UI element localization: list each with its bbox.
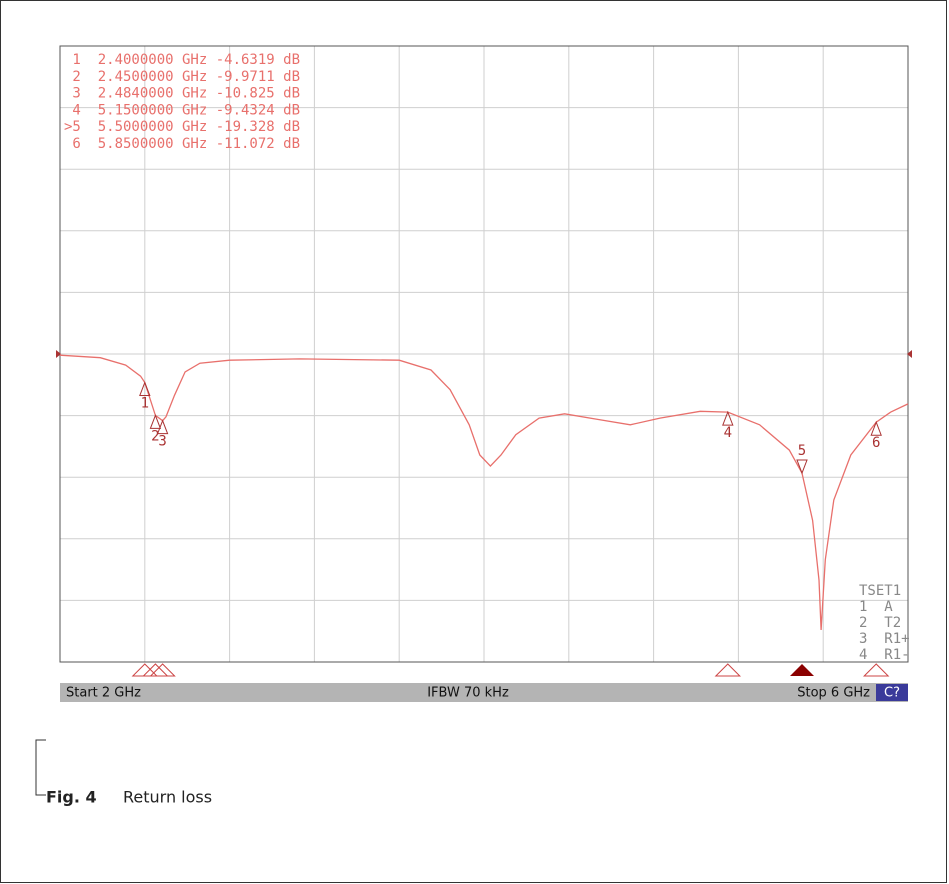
ifbw-label: IFBW 70 kHz — [427, 686, 509, 701]
channel-box — [876, 684, 908, 701]
trace-panel-label: 2 T2 — [859, 615, 901, 631]
channel-label: C? — [884, 686, 900, 701]
marker — [722, 410, 734, 426]
marker-label: 5 — [798, 443, 806, 459]
marker-label: 1 — [141, 396, 149, 412]
marker — [139, 381, 151, 397]
marker-label: 4 — [724, 425, 732, 441]
marker-indicator — [149, 663, 176, 677]
marker-indicator — [862, 663, 890, 677]
marker — [156, 419, 169, 435]
marker-indicator — [714, 663, 742, 677]
trace — [59, 354, 909, 631]
marker-readout: 4 5.1500000 GHz -9.4324 dB — [64, 102, 300, 118]
marker-indicator — [790, 664, 814, 676]
status-bar — [60, 683, 908, 702]
caption-text: Return loss — [123, 788, 212, 807]
marker-label: 2 — [151, 428, 159, 444]
caption-label: Fig. 4 — [46, 788, 97, 807]
marker-label: 6 — [872, 435, 880, 451]
start-label: Start 2 GHz — [66, 686, 141, 701]
marker — [870, 420, 882, 436]
caption-bracket — [35, 739, 46, 796]
marker — [796, 459, 808, 475]
marker-readout: >5 5.5000000 GHz -19.328 dB — [64, 119, 300, 135]
stop-label: Stop 6 GHz — [797, 686, 870, 701]
marker-readout: 3 2.4840000 GHz -10.825 dB — [64, 86, 300, 102]
trace-panel-label: 1 A — [859, 599, 893, 615]
marker-label: 3 — [158, 434, 166, 450]
reference-marker — [907, 350, 912, 358]
reference-marker — [56, 350, 61, 358]
marker-readout: 6 5.8500000 GHz -11.072 dB — [64, 136, 300, 152]
marker-readout: 2 2.4500000 GHz -9.9711 dB — [64, 69, 300, 85]
trace-panel-label: TSET1 — [859, 583, 901, 599]
trace-panel-label: 4 R1- — [859, 647, 910, 663]
marker — [149, 414, 162, 429]
trace-panel-label: 3 R1+ — [859, 631, 910, 647]
marker-readout: 1 2.4000000 GHz -4.6319 dB — [64, 52, 300, 68]
